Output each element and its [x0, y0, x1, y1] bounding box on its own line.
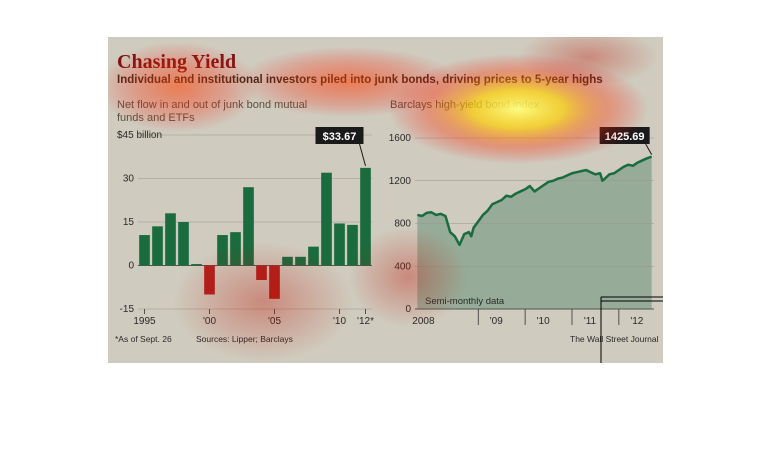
left-ytick-label: 30	[123, 174, 135, 185]
bar-2003	[243, 187, 254, 266]
right-xtick-label: '11	[584, 316, 597, 327]
bar-1997	[165, 213, 176, 266]
left-callout-box	[315, 127, 364, 144]
right-ytick-label: 1200	[389, 176, 412, 187]
right-xtick-label: '10	[537, 316, 550, 327]
bar-2009	[321, 172, 332, 266]
left-ylabel: $45 billion	[117, 130, 162, 141]
right-xtick-label: '12	[630, 316, 643, 327]
left-ytick-label: 0	[128, 261, 134, 272]
footnote: *As of Sept. 26	[115, 334, 172, 344]
index-area	[417, 156, 652, 309]
left-xtick-label: 1995	[133, 316, 156, 327]
bar-1996	[152, 226, 163, 266]
left-callout-pointer	[359, 143, 366, 166]
right-xtick-label: '09	[490, 316, 503, 327]
bar-2012	[360, 167, 371, 266]
left-ytick-label: 15	[123, 217, 135, 228]
credit-note: The Wall Street Journal	[570, 334, 659, 344]
bar-1995	[139, 235, 150, 266]
right-ytick-label: 800	[394, 219, 411, 230]
left-callout-label: $33.67	[323, 131, 357, 143]
left-ytick-label: -15	[120, 304, 135, 315]
